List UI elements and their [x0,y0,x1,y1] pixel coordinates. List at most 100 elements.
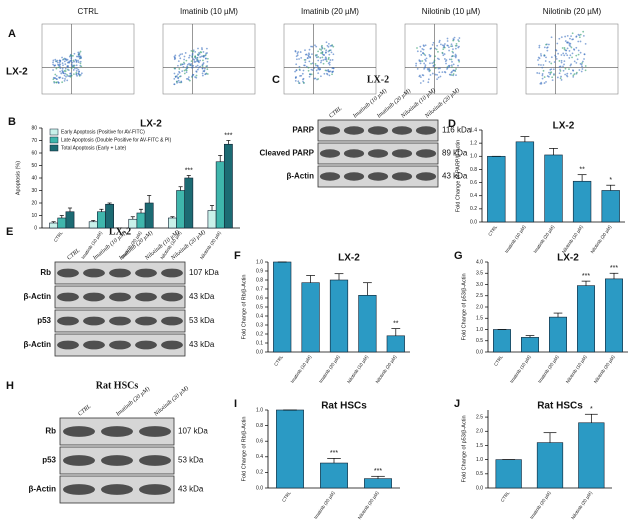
bar [577,285,595,353]
event-dot [80,57,83,59]
kda-label: 53 kDa [189,316,215,325]
x-tick-label: Imatinib (20 µM) [532,224,555,254]
event-dot [568,68,570,71]
y-tick-label: 0.6 [256,439,263,445]
event-dot [455,42,458,45]
event-dot [52,78,55,81]
event-dot [423,62,426,65]
panel-letter: F [234,250,241,262]
y-tick-label: 0.8 [256,423,263,429]
event-dot [332,70,335,73]
event-dot [331,67,334,70]
event-dot [206,68,209,71]
y-tick-label: 0.4 [256,454,263,460]
event-dot [61,77,64,80]
event-dot [75,64,78,67]
kda-label: 43 kDa [189,340,215,349]
event-dot [79,60,82,63]
x-tick-label: CTRL [273,354,284,367]
event-dot [566,54,569,57]
event-dot [68,75,71,78]
event-dot [450,43,453,46]
y-tick-label: 0.5 [476,471,483,477]
plot-frame [162,23,256,95]
event-dot [190,49,193,52]
event-dot [55,60,57,63]
blot-band [135,316,157,326]
bar [487,155,506,223]
event-dot [416,47,418,49]
event-dot [70,56,73,58]
event-dot [439,67,441,70]
event-dot [66,61,69,64]
y-tick-label: 3.5 [476,271,483,277]
lane-label: Nilotinib (20 µM) [152,385,190,419]
event-dot [322,59,325,61]
event-dot [186,63,189,66]
event-dot [63,74,66,77]
event-dot [191,75,194,78]
bar [57,217,67,229]
y-tick-label: 20 [31,200,37,206]
event-dot [556,42,559,45]
event-dot [431,43,434,46]
event-dot [328,70,331,73]
panel-letter: I [234,398,237,410]
event-dot [573,48,576,51]
blot-band [109,292,131,302]
event-dot [78,53,81,56]
blot-band [161,292,183,302]
event-dot [188,54,191,57]
bar [549,316,567,353]
event-dot [457,59,460,61]
blot-band [367,126,389,135]
event-dot [575,62,578,64]
bar [49,222,59,229]
event-dot [452,39,455,42]
event-dot [304,61,307,64]
event-dot [438,58,440,61]
event-dot [188,56,190,59]
event-dot [70,67,73,69]
event-dot [554,54,556,57]
event-dot [73,52,76,55]
legend-label: Late Apoptosis (Double Positive for AV-F… [61,137,172,143]
event-dot [67,69,70,72]
bar [176,190,185,229]
event-dot [559,70,562,72]
event-dot [580,70,583,73]
y-tick-label: 80 [31,125,37,131]
chart-title: LX-2 [140,119,162,130]
event-dot [321,56,324,59]
event-dot [331,59,334,61]
event-dot [327,58,330,60]
blot-band [415,126,437,135]
event-dot [75,70,78,72]
blot-band [83,340,105,350]
event-dot [196,56,199,59]
event-dot [444,43,446,45]
event-dot [309,73,312,76]
event-dot [566,72,569,75]
event-dot [581,65,583,68]
event-dot [539,82,542,85]
event-dot [555,49,558,52]
event-dot [203,67,206,70]
bar [207,210,217,229]
row-label: p53 [37,316,51,325]
blot-band [57,340,79,350]
event-dot [450,58,453,61]
y-tick-label: 50 [31,163,37,169]
blot-band [135,268,157,278]
event-dot [558,37,561,40]
panel-letter: E [6,226,13,238]
event-dot [441,44,444,47]
y-tick-label: 1.5 [476,316,483,322]
event-dot [452,73,455,75]
event-dot [431,72,434,75]
event-dot [311,53,313,55]
event-dot [177,73,179,76]
event-dot [320,75,322,78]
event-dot [183,72,186,75]
